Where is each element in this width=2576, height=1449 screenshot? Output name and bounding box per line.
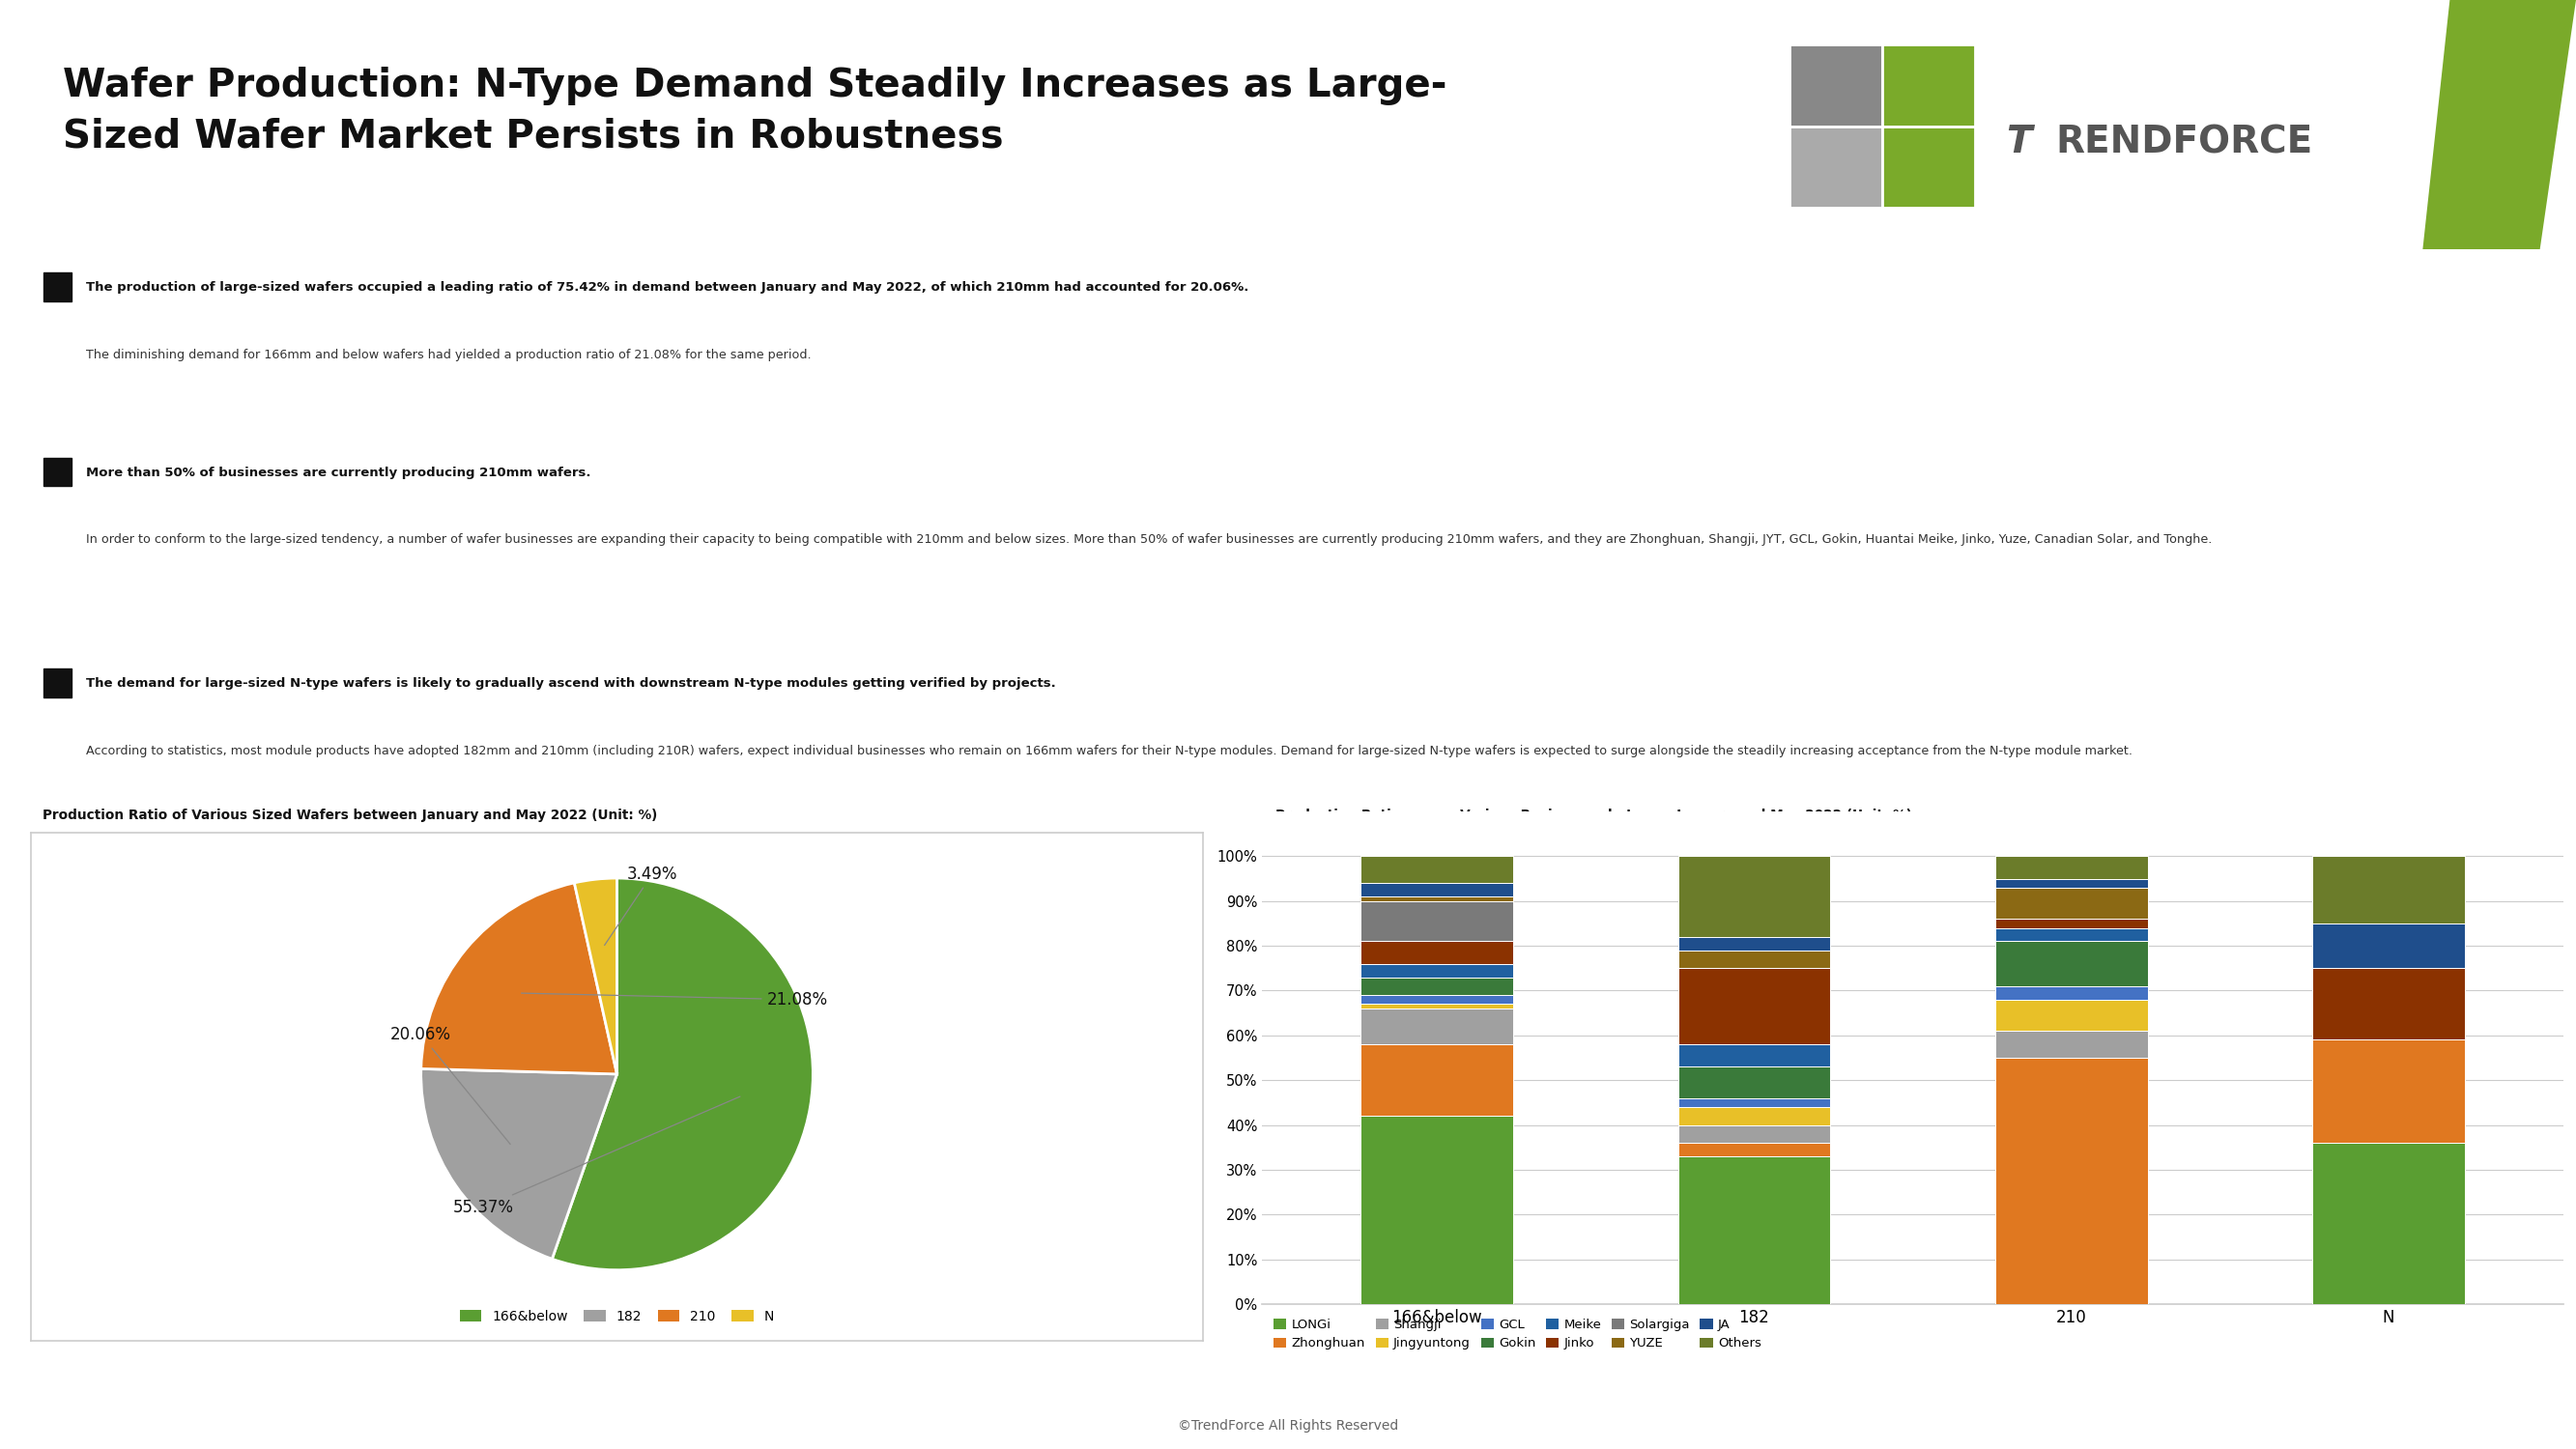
Bar: [1790, 126, 1883, 207]
Bar: [1677, 1098, 1829, 1107]
Legend: LONGi, Zhonghuan, Shangji, Jingyuntong, GCL, Gokin, Meike, Jinko, Solargiga, YUZ: LONGi, Zhonghuan, Shangji, Jingyuntong, …: [1267, 1313, 1767, 1355]
Bar: [1360, 856, 1512, 882]
Bar: [1360, 1009, 1512, 1045]
Bar: [1996, 942, 2148, 987]
Text: More than 50% of businesses are currently producing 210mm wafers.: More than 50% of businesses are currentl…: [85, 467, 590, 480]
Bar: [1360, 995, 1512, 1004]
Bar: [1996, 1030, 2148, 1058]
Legend: 166&below, 182, 210, N: 166&below, 182, 210, N: [453, 1304, 781, 1329]
Bar: [1790, 45, 1883, 126]
Bar: [2313, 968, 2465, 1040]
Bar: [1996, 856, 2148, 878]
Bar: [1360, 942, 1512, 964]
Bar: [1677, 968, 1829, 1045]
Bar: [44, 272, 72, 301]
Bar: [1996, 919, 2148, 927]
Text: Wafer Production: N-Type Demand Steadily Increases as Large-
Sized Wafer Market : Wafer Production: N-Type Demand Steadily…: [62, 67, 1448, 156]
Bar: [1996, 1058, 2148, 1304]
Bar: [1360, 977, 1512, 995]
Text: The production of large-sized wafers occupied a leading ratio of 75.42% in deman: The production of large-sized wafers occ…: [85, 281, 1249, 294]
Text: The demand for large-sized N-type wafers is likely to gradually ascend with down: The demand for large-sized N-type wafers…: [85, 678, 1056, 690]
Text: According to statistics, most module products have adopted 182mm and 210mm (incl: According to statistics, most module pro…: [85, 745, 2133, 756]
Bar: [1677, 1143, 1829, 1156]
Text: The diminishing demand for 166mm and below wafers had yielded a production ratio: The diminishing demand for 166mm and bel…: [85, 348, 811, 361]
Bar: [44, 669, 72, 697]
Bar: [1677, 938, 1829, 951]
Bar: [1677, 1066, 1829, 1098]
Bar: [1360, 964, 1512, 977]
Bar: [2313, 923, 2465, 968]
Bar: [1677, 1156, 1829, 1304]
Bar: [1360, 1045, 1512, 1116]
Bar: [1996, 888, 2148, 919]
Bar: [1677, 1107, 1829, 1124]
Bar: [1996, 927, 2148, 942]
Bar: [1996, 1000, 2148, 1030]
Polygon shape: [2421, 0, 2576, 249]
Bar: [1677, 1124, 1829, 1143]
Text: Production Ratio of Various Sized Wafers between January and May 2022 (Unit: %): Production Ratio of Various Sized Wafers…: [44, 809, 657, 823]
Text: ©TrendForce All Rights Reserved: ©TrendForce All Rights Reserved: [1177, 1419, 1399, 1433]
Bar: [2313, 1143, 2465, 1304]
Bar: [1677, 856, 1829, 938]
Bar: [1677, 951, 1829, 968]
Text: RENDFORCE: RENDFORCE: [2056, 125, 2313, 161]
Bar: [2313, 1040, 2465, 1143]
Text: Production Ratio among Various Businesses between January and May 2022 (Unit: %): Production Ratio among Various Businesse…: [1275, 809, 1911, 823]
Text: In order to conform to the large-sized tendency, a number of wafer businesses ar: In order to conform to the large-sized t…: [85, 533, 2213, 546]
Bar: [44, 458, 72, 485]
Bar: [1883, 126, 1976, 207]
Bar: [1360, 1004, 1512, 1009]
Bar: [1360, 1116, 1512, 1304]
Bar: [1360, 901, 1512, 942]
Bar: [1360, 897, 1512, 901]
Text: T: T: [2007, 125, 2032, 161]
Bar: [1996, 878, 2148, 888]
Bar: [1996, 987, 2148, 1000]
Bar: [1883, 45, 1976, 126]
Bar: [1360, 882, 1512, 897]
Bar: [2313, 856, 2465, 923]
Bar: [1677, 1045, 1829, 1066]
